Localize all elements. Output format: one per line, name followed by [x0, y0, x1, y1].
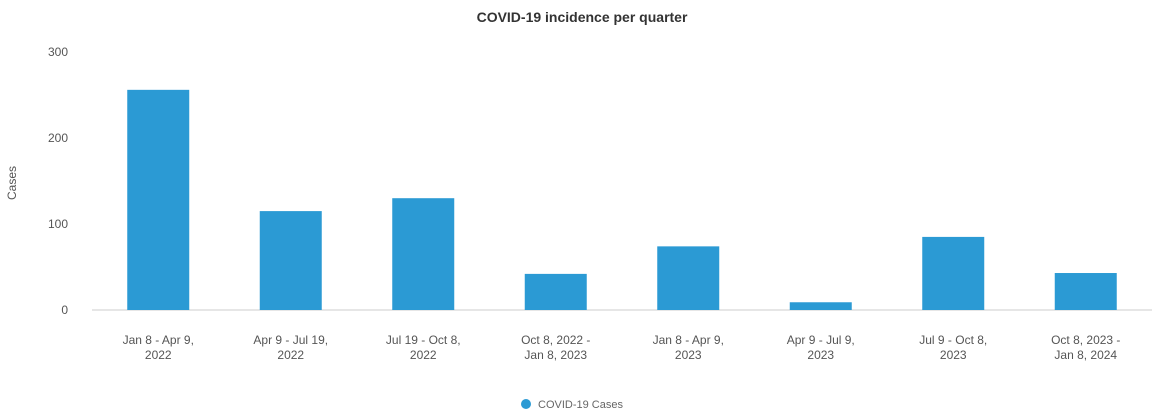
- x-tick-label-line: Oct 8, 2022 -: [521, 333, 590, 347]
- x-tick-label: Jul 9 - Oct 8, 2023: [919, 333, 987, 362]
- legend-swatch: [521, 399, 531, 409]
- bar[interactable]: [259, 211, 322, 310]
- x-tick-label-line: Jan 8, 2024: [1054, 348, 1117, 362]
- x-tick-label-line: 2023: [940, 348, 967, 362]
- bar[interactable]: [789, 302, 852, 310]
- x-tick-label: Oct 8, 2023 -Jan 8, 2024: [1051, 333, 1120, 362]
- bar[interactable]: [657, 246, 720, 310]
- bar[interactable]: [127, 89, 190, 310]
- y-tick-label: 100: [48, 217, 68, 231]
- y-tick-label: 0: [61, 303, 68, 317]
- y-tick-label: 300: [48, 45, 68, 59]
- x-tick-label-line: 2023: [807, 348, 834, 362]
- x-tick-label-line: 2022: [277, 348, 304, 362]
- x-tick-label: Oct 8, 2022 -Jan 8, 2023: [521, 333, 590, 362]
- bar-series: [127, 89, 1117, 310]
- x-tick-label-line: Jan 8 - Apr 9,: [123, 333, 194, 347]
- x-tick-label-line: Oct 8, 2023 -: [1051, 333, 1120, 347]
- x-tick-label: Jul 19 - Oct 8, 2022: [386, 333, 461, 362]
- bar[interactable]: [524, 273, 587, 310]
- y-tick-label: 200: [48, 131, 68, 145]
- x-tick-label-line: Jul 9 - Oct 8,: [919, 333, 987, 347]
- x-tick-label: Apr 9 - Jul 9, 2023: [787, 333, 855, 362]
- x-tick-label: Jan 8 - Apr 9, 2022: [123, 333, 194, 362]
- x-tick-label-line: 2022: [145, 348, 172, 362]
- legend[interactable]: COVID-19 Cases: [521, 399, 623, 411]
- bar[interactable]: [1054, 273, 1117, 310]
- x-tick-label-line: Jul 19 - Oct 8,: [386, 333, 461, 347]
- y-axis-label: Cases: [5, 166, 19, 200]
- x-tick-label-line: Apr 9 - Jul 9,: [787, 333, 855, 347]
- x-tick-label-line: 2023: [675, 348, 702, 362]
- legend-label: COVID-19 Cases: [538, 399, 623, 411]
- x-tick-label-line: 2022: [410, 348, 437, 362]
- bar[interactable]: [392, 198, 455, 310]
- x-tick-label-line: Jan 8, 2023: [524, 348, 587, 362]
- x-tick-label: Jan 8 - Apr 9, 2023: [653, 333, 724, 362]
- x-tick-label-line: Apr 9 - Jul 19,: [253, 333, 328, 347]
- x-tick-label-line: Jan 8 - Apr 9,: [653, 333, 724, 347]
- bar[interactable]: [922, 236, 985, 310]
- chart-title: COVID-19 incidence per quarter: [477, 9, 688, 25]
- y-axis: 0 100 200 300: [48, 45, 68, 317]
- x-tick-label: Apr 9 - Jul 19, 2022: [253, 333, 328, 362]
